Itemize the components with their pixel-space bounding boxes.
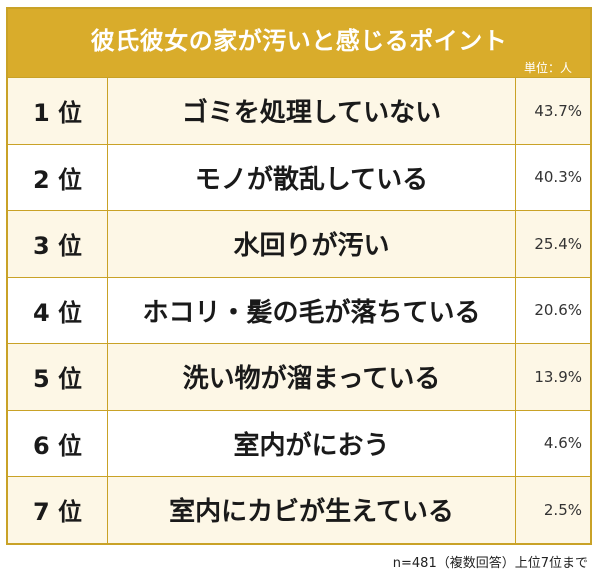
- percent-cell: 43.7%: [534, 101, 582, 120]
- table-body: 1 位 ゴミを処理していない 43.7% 2 位 モノが散乱している 40.3%…: [8, 77, 590, 543]
- reason-cell: 室内がにおう: [108, 410, 516, 476]
- unit-label: 単位：人: [523, 61, 572, 75]
- reason-cell: 洗い物が溜まっている: [108, 344, 516, 410]
- reason-cell: 室内にカビが生えている: [108, 477, 516, 543]
- table-row-4: 4 位 ホコリ・髪の毛が落ちている 20.6%: [8, 276, 590, 343]
- table-row-5: 5 位 洗い物が溜まっている 13.9%: [8, 343, 590, 410]
- table-row-2: 2 位 モノが散乱している 40.3%: [8, 143, 590, 210]
- percent-cell: 4.6%: [543, 434, 582, 453]
- percent-cell: 20.6%: [534, 301, 582, 320]
- ranking-table: 彼氏彼女の家が汚いと感じるポイント 単位：人 1 位 ゴミを処理していない 43…: [6, 7, 592, 545]
- reason-cell: ホコリ・髪の毛が落ちている: [108, 277, 516, 343]
- percent-cell: 40.3%: [534, 168, 582, 187]
- rank-cell: 3 位: [8, 211, 108, 277]
- rank-cell: 7 位: [8, 477, 108, 543]
- rank-cell: 2 位: [8, 144, 108, 210]
- reason-cell: 水回りが汚い: [108, 211, 516, 277]
- sample-footnote: n=481（複数回答）上位7位まで: [392, 556, 588, 571]
- table-row-3: 3 位 水回りが汚い 25.4%: [8, 210, 590, 277]
- percent-cell: 13.9%: [534, 367, 582, 386]
- rank-cell: 6 位: [8, 410, 108, 476]
- reason-cell: モノが散乱している: [108, 144, 516, 210]
- rank-cell: 5 位: [8, 344, 108, 410]
- rank-cell: 1 位: [8, 78, 108, 144]
- table-row-6: 6 位 室内がにおう 4.6%: [8, 409, 590, 476]
- reason-cell: ゴミを処理していない: [108, 78, 516, 144]
- rank-cell: 4 位: [8, 277, 108, 343]
- percent-cell: 2.5%: [543, 500, 582, 519]
- table-row-7: 7 位 室内にカビが生えている 2.5%: [8, 476, 590, 543]
- percent-cell: 25.4%: [534, 234, 582, 253]
- table-row-1: 1 位 ゴミを処理していない 43.7%: [8, 77, 590, 144]
- table-header: 彼氏彼女の家が汚いと感じるポイント 単位：人: [8, 9, 590, 77]
- chart-title: 彼氏彼女の家が汚いと感じるポイント: [90, 27, 508, 55]
